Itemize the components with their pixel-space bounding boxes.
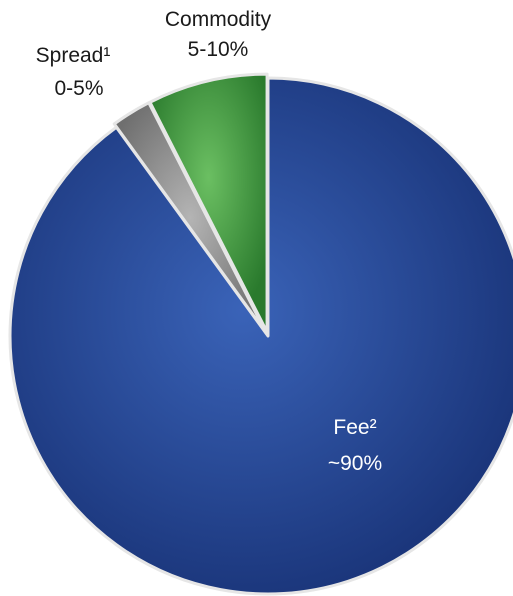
slice-value-spread: 0-5% <box>54 77 103 100</box>
slice-label-fee: Fee² <box>333 416 376 439</box>
pie-labels: Fee² ~90% Spread¹ 0-5% Commodity 5-10% <box>36 8 383 475</box>
slice-value-commodity: 5-10% <box>188 38 249 61</box>
pie-slices <box>8 72 513 596</box>
slice-label-spread: Spread¹ <box>36 44 111 67</box>
pie-slice-commodity <box>148 72 269 334</box>
slice-value-fee: ~90% <box>328 452 382 475</box>
pie-slice-fee <box>8 76 513 596</box>
slice-label-commodity: Commodity <box>165 8 272 31</box>
